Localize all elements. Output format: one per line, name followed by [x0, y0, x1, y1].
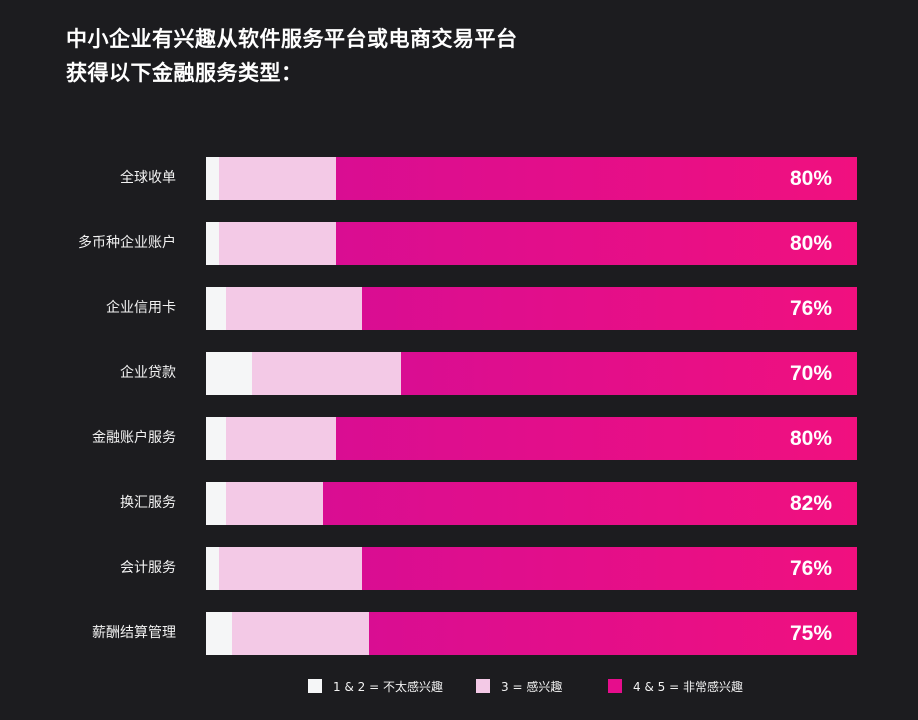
very-interested-segment [336, 417, 857, 460]
interested-segment [225, 417, 337, 460]
category-label: 换汇服务 [120, 495, 176, 511]
data-label: 76% [789, 557, 832, 580]
category-label: 企业信用卡 [106, 300, 176, 316]
data-label: 76% [789, 297, 832, 320]
bar-row: 80% [206, 157, 857, 200]
not-interested-segment [206, 482, 226, 525]
very-interested-segment [401, 352, 857, 395]
bar-row: 80% [206, 222, 857, 265]
very-interested-segment [336, 222, 857, 265]
legend-swatch [608, 679, 622, 693]
legend-swatch [476, 679, 490, 693]
very-interested-segment [362, 287, 857, 330]
category-label: 全球收单 [120, 170, 176, 186]
legend-label: 1 & 2 = 不太感兴趣 [333, 679, 443, 694]
interested-segment [219, 157, 337, 200]
chart-title-line-1: 中小企业有兴趣从软件服务平台或电商交易平台 [66, 27, 518, 51]
interested-segment [219, 547, 363, 590]
very-interested-segment [362, 547, 857, 590]
not-interested-segment [206, 352, 252, 395]
chart-title-line-2: 获得以下金融服务类型： [66, 61, 303, 85]
chart-legend: 1 & 2 = 不太感兴趣 3 = 感兴趣 4 & 5 = 非常感兴趣 [0, 676, 918, 696]
data-label: 80% [789, 167, 832, 190]
data-label: 75% [789, 622, 832, 645]
not-interested-segment [206, 287, 226, 330]
category-label: 金融账户服务 [92, 430, 176, 446]
bar-row: 82% [206, 482, 857, 525]
interested-segment [219, 222, 337, 265]
category-label: 企业贷款 [120, 365, 176, 381]
legend-item: 3 = 感兴趣 [476, 676, 562, 696]
interested-segment [225, 482, 324, 525]
not-interested-segment [206, 222, 220, 265]
data-label: 70% [789, 362, 832, 385]
data-label: 80% [789, 232, 832, 255]
interested-segment [251, 352, 402, 395]
legend-label: 3 = 感兴趣 [501, 679, 563, 694]
legend-item: 1 & 2 = 不太感兴趣 [308, 676, 443, 696]
not-interested-segment [206, 157, 220, 200]
not-interested-segment [206, 417, 226, 460]
interested-segment [232, 612, 369, 655]
legend-swatch [308, 679, 322, 693]
interested-segment [225, 287, 363, 330]
bar-row: 76% [206, 287, 857, 330]
category-label: 薪酬结算管理 [92, 625, 176, 641]
not-interested-segment [206, 612, 233, 655]
data-label: 80% [789, 427, 832, 450]
very-interested-segment [368, 612, 857, 655]
very-interested-segment [323, 482, 857, 525]
very-interested-segment [336, 157, 857, 200]
chart-title: 中小企业有兴趣从软件服务平台或电商交易平台 获得以下金融服务类型： [66, 22, 886, 90]
not-interested-segment [206, 547, 220, 590]
bar-row: 80% [206, 417, 857, 460]
legend-label: 4 & 5 = 非常感兴趣 [633, 679, 743, 694]
bar-row: 70% [206, 352, 857, 395]
legend-item: 4 & 5 = 非常感兴趣 [608, 676, 743, 696]
category-label: 多币种企业账户 [78, 235, 176, 251]
data-label: 82% [789, 492, 832, 515]
bar-row: 75% [206, 612, 857, 655]
bar-row: 76% [206, 547, 857, 590]
category-label: 会计服务 [120, 560, 176, 576]
